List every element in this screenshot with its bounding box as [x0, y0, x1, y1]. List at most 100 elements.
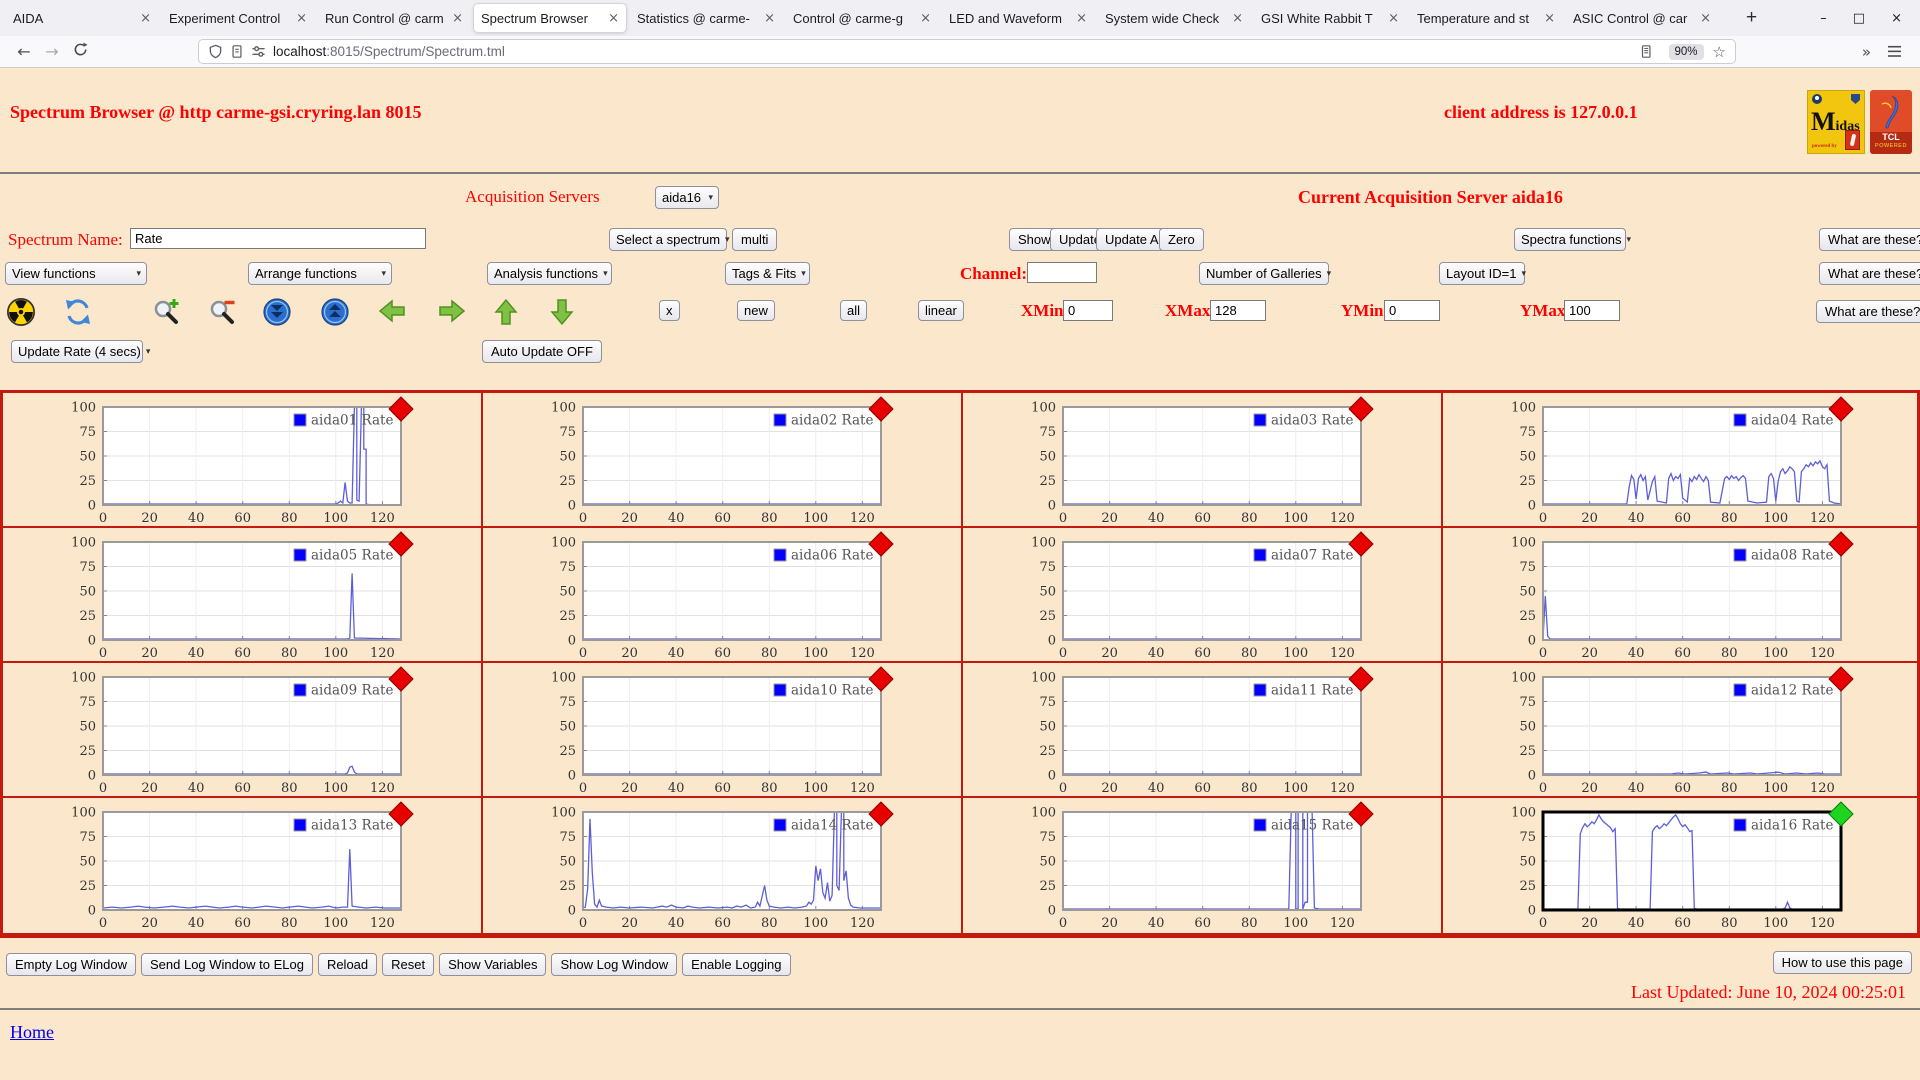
browser-tab-7[interactable]: LED and Waveform ×: [942, 4, 1094, 32]
spectrum-panel-aida15[interactable]: 0 25 50 75 100 0 20 40 60 80 100 120 aida15 Rate: [963, 798, 1443, 933]
tab-close-icon[interactable]: ×: [1076, 10, 1087, 26]
window-maximize-button[interactable]: □: [1852, 10, 1866, 26]
what-are-these-button-2[interactable]: What are these?: [1819, 262, 1920, 285]
linear-button[interactable]: linear: [918, 300, 964, 321]
spectrum-panel-aida13[interactable]: 0 25 50 75 100 0 20 40 60 80 100 120 aida13 Rate: [3, 798, 483, 933]
analysis-functions-dropdown[interactable]: Analysis functions ▾: [487, 262, 612, 285]
browser-tab-11[interactable]: ASIC Control @ car ×: [1566, 4, 1718, 32]
spectrum-panel-aida14[interactable]: 0 25 50 75 100 0 20 40 60 80 100 120 aida14 Rate: [483, 798, 963, 933]
tab-close-icon[interactable]: ×: [140, 10, 151, 26]
permissions-sliders-icon[interactable]: [251, 44, 266, 59]
tab-close-icon[interactable]: ×: [920, 10, 931, 26]
spectrum-panel-aida04[interactable]: 0 25 50 75 100 0 20 40 60 80 100 120 aida04 Rate: [1443, 393, 1920, 528]
page-icon[interactable]: [230, 44, 244, 59]
tab-close-icon[interactable]: ×: [1544, 10, 1555, 26]
url-bar[interactable]: localhost:8015/Spectrum/Spectrum.tml 90%…: [198, 39, 1736, 64]
window-minimize-button[interactable]: –: [1820, 10, 1827, 26]
tab-close-icon[interactable]: ×: [452, 10, 463, 26]
how-to-use-button[interactable]: How to use this page: [1772, 951, 1912, 974]
new-tab-button[interactable]: +: [1746, 7, 1758, 28]
window-close-button[interactable]: ×: [1891, 10, 1902, 26]
browser-tab-2[interactable]: Experiment Control ×: [162, 4, 314, 32]
xmax-input[interactable]: [1210, 300, 1266, 321]
new-button[interactable]: new: [737, 300, 775, 321]
spectrum-panel-aida16[interactable]: 0 25 50 75 100 0 20 40 60 80 100 120 aida16 Rate: [1443, 798, 1920, 933]
bookmark-star-icon[interactable]: ☆: [1712, 42, 1726, 61]
reader-mode-icon[interactable]: [1639, 44, 1653, 59]
browser-tab-1[interactable]: AIDA ×: [6, 4, 158, 32]
view-functions-dropdown[interactable]: View functions ▾: [5, 262, 147, 285]
shield-icon[interactable]: [208, 44, 223, 59]
radiation-icon[interactable]: [6, 297, 36, 327]
select-spectrum-dropdown[interactable]: Select a spectrum ▾: [609, 228, 730, 251]
zoom-in-icon[interactable]: [151, 297, 181, 327]
log-button-show-variables[interactable]: Show Variables: [439, 952, 547, 976]
reload-button[interactable]: [66, 42, 94, 61]
number-of-galleries-dropdown[interactable]: Number of Galleries ▾: [1199, 262, 1331, 285]
auto-update-button[interactable]: Auto Update OFF: [482, 340, 602, 363]
refresh-icon[interactable]: [63, 297, 93, 327]
spectrum-panel-aida08[interactable]: 0 25 50 75 100 0 20 40 60 80 100 120 aida08 Rate: [1443, 528, 1920, 663]
arrow-down-icon[interactable]: [548, 297, 578, 327]
tab-close-icon[interactable]: ×: [296, 10, 307, 26]
tab-close-icon[interactable]: ×: [608, 10, 619, 26]
arrow-right-icon[interactable]: [437, 297, 467, 327]
browser-tab-9[interactable]: GSI White Rabbit T ×: [1254, 4, 1406, 32]
tags-fits-dropdown[interactable]: Tags & Fits ▾: [725, 262, 810, 285]
browser-tab-5[interactable]: Statistics @ carme- ×: [630, 4, 782, 32]
menu-hamburger-icon[interactable]: [1879, 45, 1910, 58]
log-button-enable-logging[interactable]: Enable Logging: [682, 952, 791, 976]
home-link[interactable]: Home: [10, 1022, 54, 1042]
arrange-functions-dropdown[interactable]: Arrange functions ▾: [248, 262, 392, 285]
toolbar-overflow-icon[interactable]: »: [1861, 42, 1871, 61]
forward-button[interactable]: →: [45, 42, 59, 61]
tab-close-icon[interactable]: ×: [1232, 10, 1243, 26]
spectrum-panel-aida10[interactable]: 0 25 50 75 100 0 20 40 60 80 100 120 aida10 Rate: [483, 663, 963, 798]
show-button[interactable]: Show: [1009, 228, 1060, 251]
zoom-out-icon[interactable]: [207, 297, 237, 327]
ymax-input[interactable]: [1564, 300, 1620, 321]
tab-close-icon[interactable]: ×: [764, 10, 775, 26]
browser-tab-10[interactable]: Temperature and st ×: [1410, 4, 1562, 32]
acquisition-server-dropdown[interactable]: aida16 ▾: [655, 186, 719, 209]
spectrum-panel-aida06[interactable]: 0 25 50 75 100 0 20 40 60 80 100 120 aida06 Rate: [483, 528, 963, 663]
spectrum-panel-aida12[interactable]: 0 25 50 75 100 0 20 40 60 80 100 120 aida12 Rate: [1443, 663, 1920, 798]
log-button-reset[interactable]: Reset: [382, 952, 435, 976]
log-button-reload[interactable]: Reload: [317, 952, 378, 976]
spectrum-panel-aida01[interactable]: 0 25 50 75 100 0 20 40 60 80 100 120 aida01 Rate: [3, 393, 483, 528]
spectrum-panel-aida09[interactable]: 0 25 50 75 100 0 20 40 60 80 100 120 aida09 Rate: [3, 663, 483, 798]
back-button[interactable]: ←: [17, 42, 31, 61]
spectrum-panel-aida07[interactable]: 0 25 50 75 100 0 20 40 60 80 100 120 aida07 Rate: [963, 528, 1443, 663]
all-button[interactable]: all: [840, 300, 868, 321]
zero-button[interactable]: Zero: [1159, 228, 1204, 251]
layout-id-dropdown[interactable]: Layout ID=1 ▾: [1439, 262, 1526, 285]
update-button[interactable]: Update: [1050, 228, 1110, 251]
arrow-up-icon[interactable]: [492, 297, 522, 327]
spectrum-panel-aida11[interactable]: 0 25 50 75 100 0 20 40 60 80 100 120 aida11 Rate: [963, 663, 1443, 798]
browser-tab-4[interactable]: Spectrum Browser ×: [474, 4, 626, 32]
spectra-functions-dropdown[interactable]: Spectra functions ▾: [1514, 228, 1631, 251]
collapse-down-icon[interactable]: [262, 297, 292, 327]
browser-tab-8[interactable]: System wide Check ×: [1098, 4, 1250, 32]
midas-logo[interactable]: Midas powered by: [1807, 90, 1865, 154]
spectrum-name-input[interactable]: [130, 228, 426, 249]
zoom-level-badge[interactable]: 90%: [1668, 43, 1704, 60]
expand-up-icon[interactable]: [320, 297, 350, 327]
what-are-these-button-3[interactable]: What are these?: [1816, 300, 1920, 323]
tab-close-icon[interactable]: ×: [1700, 10, 1711, 26]
spectrum-panel-aida05[interactable]: 0 25 50 75 100 0 20 40 60 80 100 120 aida05 Rate: [3, 528, 483, 663]
update-rate-dropdown[interactable]: Update Rate (4 secs) ▾: [11, 340, 150, 363]
browser-tab-3[interactable]: Run Control @ carm ×: [318, 4, 470, 32]
what-are-these-button-1[interactable]: What are these?: [1819, 228, 1920, 251]
xmin-input[interactable]: [1063, 300, 1113, 321]
channel-input[interactable]: [1027, 262, 1097, 283]
log-button-send-log-window-to-elog[interactable]: Send Log Window to ELog: [141, 952, 313, 976]
tab-close-icon[interactable]: ×: [1388, 10, 1399, 26]
tcl-powered-logo[interactable]: TCL POWERED: [1870, 90, 1912, 154]
spectrum-panel-aida03[interactable]: 0 25 50 75 100 0 20 40 60 80 100 120 aida03 Rate: [963, 393, 1443, 528]
x-button[interactable]: x: [659, 300, 680, 321]
spectrum-panel-aida02[interactable]: 0 25 50 75 100 0 20 40 60 80 100 120 aida02 Rate: [483, 393, 963, 528]
log-button-empty-log-window[interactable]: Empty Log Window: [6, 952, 136, 976]
ymin-input[interactable]: [1384, 300, 1440, 321]
browser-tab-6[interactable]: Control @ carme-g ×: [786, 4, 938, 32]
